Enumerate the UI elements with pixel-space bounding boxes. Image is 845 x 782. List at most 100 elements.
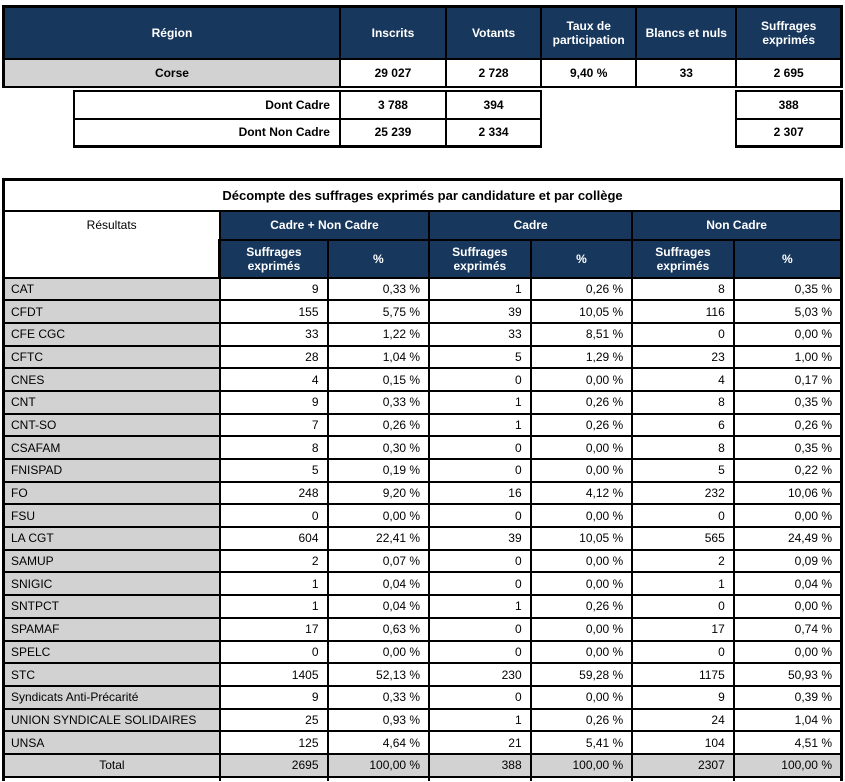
suffrages-cell: 7 bbox=[218, 412, 329, 438]
results-title: Décompte des suffrages exprimés par cand… bbox=[2, 178, 843, 212]
candidature-name: FNISPAD bbox=[1, 458, 221, 483]
percent-cell: 4,51 % bbox=[732, 730, 843, 755]
result-row: CNES 4 0,15 % 0 0,00 % 4 0,17 % bbox=[1, 367, 843, 392]
region-suffrages: 2 695 bbox=[735, 57, 844, 88]
non-cadre-suffrages: 2 307 bbox=[735, 117, 844, 148]
sub-header-row: Suffrages exprimés % Suffrages exprimés … bbox=[4, 238, 843, 279]
suffrages-cell: 1 bbox=[428, 276, 532, 302]
percent-cell: 0,63 % bbox=[326, 616, 431, 642]
result-row: SAMUP 2 0,07 % 0 0,00 % 2 0,09 % bbox=[1, 548, 843, 574]
group-cadre-non-cadre: Cadre + Non Cadre bbox=[218, 209, 431, 241]
region-name: Corse bbox=[1, 57, 341, 88]
suffrages-cell: 17 bbox=[218, 616, 329, 642]
percent-cell: 0,04 % bbox=[732, 571, 843, 597]
percent-cell: 0,26 % bbox=[732, 412, 843, 438]
suffrages-cell: 9 bbox=[218, 276, 329, 302]
header-suffrages-exprimes: Suffrages exprimés bbox=[735, 5, 844, 60]
results-title-row: Décompte des suffrages exprimés par cand… bbox=[2, 178, 843, 212]
suffrages-cell: 8 bbox=[631, 276, 735, 302]
result-row: Syndicats Anti-Précarité 9 0,33 % 0 0,00… bbox=[1, 684, 843, 710]
percent-cell: 0,33 % bbox=[326, 276, 431, 302]
percent-cell: 0,35 % bbox=[732, 435, 843, 460]
suffrages-cell: 8 bbox=[631, 435, 735, 460]
percent-cell: 1,04 % bbox=[326, 344, 431, 370]
subheader-suffrages: Suffrages exprimés bbox=[428, 238, 532, 279]
suffrages-cell: 8 bbox=[631, 389, 735, 415]
indent-cell bbox=[3, 90, 74, 119]
suffrages-cell: 5 bbox=[631, 458, 735, 483]
result-row: CSAFAM 8 0,30 % 0 0,00 % 8 0,35 % bbox=[1, 435, 843, 460]
candidature-name: UNION SYNDICALE SOLIDAIRES bbox=[1, 707, 221, 733]
suffrages-cell: 604 bbox=[218, 526, 329, 551]
cadre-votants: 394 bbox=[445, 89, 543, 120]
dont-non-cadre-row: Dont Non Cadre 25 239 2 334 2 307 bbox=[3, 117, 844, 148]
result-row: SNTPCT 1 0,04 % 1 0,26 % 0 0,00 % bbox=[1, 594, 843, 619]
percent-cell: 59,28 % bbox=[529, 662, 634, 687]
suffrages-cell: 1 bbox=[428, 707, 532, 733]
candidature-name: LA CGT bbox=[1, 526, 221, 551]
suffrages-cell: 8 bbox=[218, 435, 329, 460]
percent-cell: 0,00 % bbox=[732, 503, 843, 529]
candidature-name: SAMUP bbox=[1, 548, 221, 574]
candidature-name: SNTPCT bbox=[1, 594, 221, 619]
result-row: LA CGT 604 22,41 % 39 10,05 % 565 24,49 … bbox=[1, 526, 843, 551]
percent-cell: 10,06 % bbox=[732, 480, 843, 506]
suffrages-cell: 230 bbox=[428, 662, 532, 687]
dont-cadre-row: Dont Cadre 3 788 394 388 bbox=[3, 89, 844, 120]
suffrages-cell: 0 bbox=[428, 435, 532, 460]
percent-cell: 50,93 % bbox=[732, 662, 843, 687]
suffrages-cell: 23 bbox=[631, 344, 735, 370]
suffrages-cell: 104 bbox=[631, 730, 735, 755]
percent-cell: 0,33 % bbox=[326, 684, 431, 710]
candidature-name: CFE CGC bbox=[1, 321, 221, 347]
percent-cell: 0,00 % bbox=[529, 571, 634, 597]
candidature-name: Syndicats Anti-Précarité bbox=[1, 684, 221, 710]
result-row: FNISPAD 5 0,19 % 0 0,00 % 5 0,22 % bbox=[1, 458, 843, 483]
header-region: Région bbox=[1, 5, 341, 60]
suffrages-cell: 0 bbox=[428, 639, 532, 665]
percent-cell: 9,20 % bbox=[326, 480, 431, 506]
suffrages-cell: 17 bbox=[631, 616, 735, 642]
corner-resultats: Résultats bbox=[1, 209, 221, 279]
result-row: CFDT 155 5,75 % 39 10,05 % 116 5,03 % bbox=[1, 299, 843, 324]
region-row: Corse 29 027 2 728 9,40 % 33 2 695 bbox=[1, 57, 844, 88]
suffrages-cell: 1 bbox=[218, 594, 329, 619]
percent-cell: 5,41 % bbox=[529, 730, 634, 755]
candidature-name: SPAMAF bbox=[1, 616, 221, 642]
suffrages-cell: 0 bbox=[631, 639, 735, 665]
result-row: FSU 0 0,00 % 0 0,00 % 0 0,00 % bbox=[1, 503, 843, 529]
suffrages-cell: 1 bbox=[631, 571, 735, 597]
suffrages-cell: 4 bbox=[218, 367, 329, 392]
cutoff-row bbox=[1, 775, 843, 781]
result-row: SPELC 0 0,00 % 0 0,00 % 0 0,00 % bbox=[1, 639, 843, 665]
suffrages-cell: 21 bbox=[428, 730, 532, 755]
percent-cell: 0,00 % bbox=[732, 639, 843, 665]
result-row: CNT 9 0,33 % 1 0,26 % 8 0,35 % bbox=[1, 389, 843, 415]
empty-cell bbox=[541, 90, 737, 119]
percent-cell: 0,04 % bbox=[326, 594, 431, 619]
suffrages-cell: 1 bbox=[428, 389, 532, 415]
indent-cell bbox=[3, 118, 74, 147]
result-row: STC 1405 52,13 % 230 59,28 % 1175 50,93 … bbox=[1, 662, 843, 687]
suffrages-cell: 0 bbox=[631, 594, 735, 619]
percent-cell: 10,05 % bbox=[529, 526, 634, 551]
percent-cell: 5,75 % bbox=[326, 299, 431, 324]
result-row: FO 248 9,20 % 16 4,12 % 232 10,06 % bbox=[1, 480, 843, 506]
results-table: Décompte des suffrages exprimés par cand… bbox=[1, 178, 844, 781]
suffrages-cell: 0 bbox=[428, 367, 532, 392]
suffrages-cell: 28 bbox=[218, 344, 329, 370]
candidature-name: STC bbox=[1, 662, 221, 687]
suffrages-cell: 4 bbox=[631, 367, 735, 392]
suffrages-cell: 0 bbox=[218, 639, 329, 665]
suffrages-cell: 33 bbox=[218, 321, 329, 347]
group-header-row: Résultats Cadre + Non Cadre Cadre Non Ca… bbox=[1, 209, 844, 279]
suffrages-cell: 0 bbox=[218, 503, 329, 529]
percent-cell: 0,00 % bbox=[529, 367, 634, 392]
result-row: UNSA 125 4,64 % 21 5,41 % 104 4,51 % bbox=[1, 730, 843, 755]
percent-cell: 4,64 % bbox=[326, 730, 431, 755]
percent-cell: 0,26 % bbox=[529, 707, 634, 733]
result-row: SNIGIC 1 0,04 % 0 0,00 % 1 0,04 % bbox=[1, 571, 843, 597]
suffrages-cell: 0 bbox=[428, 571, 532, 597]
percent-cell: 0,35 % bbox=[732, 276, 843, 302]
suffrages-cell: 116 bbox=[631, 299, 735, 324]
